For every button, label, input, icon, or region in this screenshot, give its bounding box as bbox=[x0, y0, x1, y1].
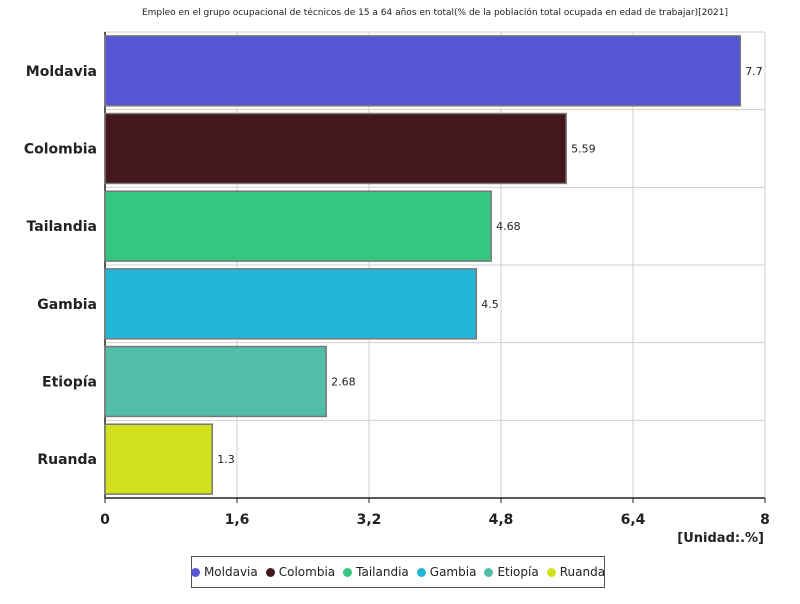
value-label: 1.3 bbox=[217, 453, 235, 466]
legend-marker bbox=[484, 567, 494, 577]
legend-label: Etiopía bbox=[497, 565, 539, 579]
bar-moldavia bbox=[104, 35, 741, 107]
x-tick-label: 6,4 bbox=[621, 512, 646, 528]
value-label: 4.68 bbox=[496, 220, 520, 233]
unit-label: [Unidad:.%] bbox=[677, 531, 764, 546]
category-label: Tailandia bbox=[27, 219, 97, 235]
bar-tailandia bbox=[104, 190, 492, 262]
legend-marker bbox=[546, 567, 556, 577]
category-labels: Moldavia Colombia Tailandia Gambia Etiopía Ru… bbox=[24, 64, 97, 468]
legend-marker bbox=[416, 567, 426, 577]
category-label: Colombia bbox=[24, 142, 97, 158]
legend-label: Ruanda bbox=[559, 565, 606, 579]
bar-etiopía bbox=[104, 345, 327, 418]
category-label: Ruanda bbox=[37, 452, 97, 468]
value-label: 5.59 bbox=[571, 143, 596, 156]
category-label: Etiopía bbox=[42, 375, 97, 391]
bar-colombia bbox=[104, 112, 567, 185]
category-label: Gambia bbox=[37, 297, 97, 313]
bar-gambia bbox=[104, 268, 477, 340]
value-label: 2.68 bbox=[331, 376, 356, 389]
x-tick-label: 0 bbox=[100, 512, 110, 528]
legend-marker bbox=[265, 567, 275, 577]
legend-label: Gambia bbox=[429, 565, 477, 579]
chart-title: Empleo en el grupo ocupacional de técnic… bbox=[142, 7, 728, 18]
x-tick-label: 3,2 bbox=[357, 512, 382, 528]
legend-marker bbox=[343, 567, 353, 577]
legend-item: Colombia bbox=[265, 565, 336, 579]
grid bbox=[104, 31, 766, 499]
category-label: Moldavia bbox=[26, 64, 97, 80]
value-label: 7.7 bbox=[745, 65, 763, 78]
value-labels: 7.7 5.59 4.68 4.5 2.68 1.3 bbox=[217, 65, 763, 466]
legend-label: Colombia bbox=[278, 565, 336, 579]
legend-item: Etiopía bbox=[484, 565, 539, 579]
legend-item: Gambia bbox=[416, 565, 477, 579]
x-tick-label: 1,6 bbox=[225, 512, 250, 528]
bars bbox=[104, 35, 741, 495]
legend: Moldavia Colombia Tailandia Gambia Etiopía Ru… bbox=[190, 556, 606, 588]
legend-item: Ruanda bbox=[546, 565, 606, 579]
legend-label: Moldavia bbox=[203, 565, 258, 579]
legend-label: Tailandia bbox=[356, 565, 409, 579]
bar-ruanda bbox=[104, 423, 213, 495]
x-tick-label: 4,8 bbox=[489, 512, 514, 528]
value-label: 4.5 bbox=[481, 298, 499, 311]
legend-marker bbox=[190, 567, 200, 577]
x-axis-ticks: 0 1,6 3,2 4,8 6,4 8 bbox=[100, 498, 770, 528]
x-tick-label: 8 bbox=[760, 512, 770, 528]
legend-item: Moldavia bbox=[190, 565, 258, 579]
legend-item: Tailandia bbox=[343, 565, 409, 579]
